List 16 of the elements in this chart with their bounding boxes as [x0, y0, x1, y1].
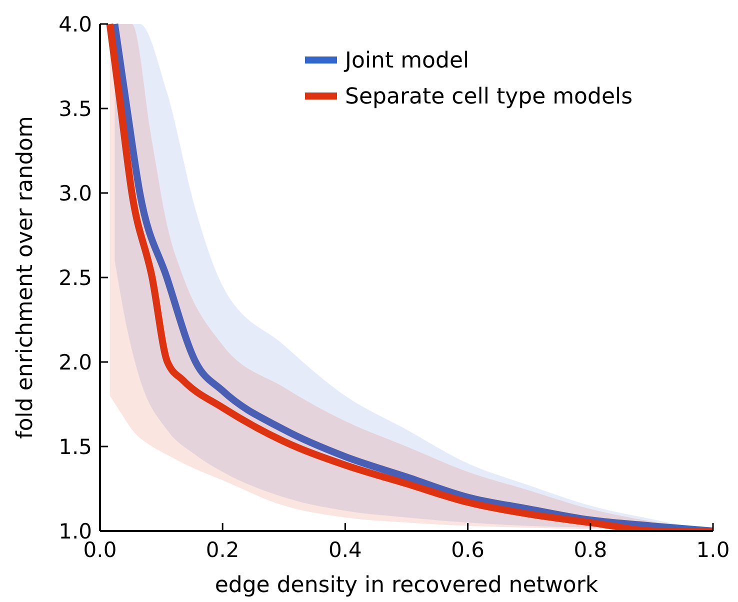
x-axis-title: edge density in recovered network	[214, 573, 598, 598]
x-tick-label: 0.8	[574, 538, 608, 562]
x-tick-label: 1.0	[696, 538, 730, 562]
y-axis-title: fold enrichment over random	[13, 116, 38, 439]
y-tick-label: 2.0	[58, 350, 92, 374]
legend-label: Separate cell type models	[345, 84, 633, 110]
x-tick-label: 0.4	[328, 538, 362, 562]
x-tick-label: 0.2	[206, 538, 240, 562]
x-tick-label: 0.0	[83, 538, 117, 562]
y-tick-label: 3.5	[58, 96, 92, 121]
y-tick-label: 4.0	[58, 12, 92, 36]
y-tick-label: 2.5	[58, 266, 92, 290]
y-tick-label: 1.5	[58, 434, 92, 459]
legend-label: Joint model	[343, 48, 470, 74]
x-tick-label: 0.6	[451, 538, 485, 562]
y-tick-label: 3.0	[58, 181, 92, 206]
